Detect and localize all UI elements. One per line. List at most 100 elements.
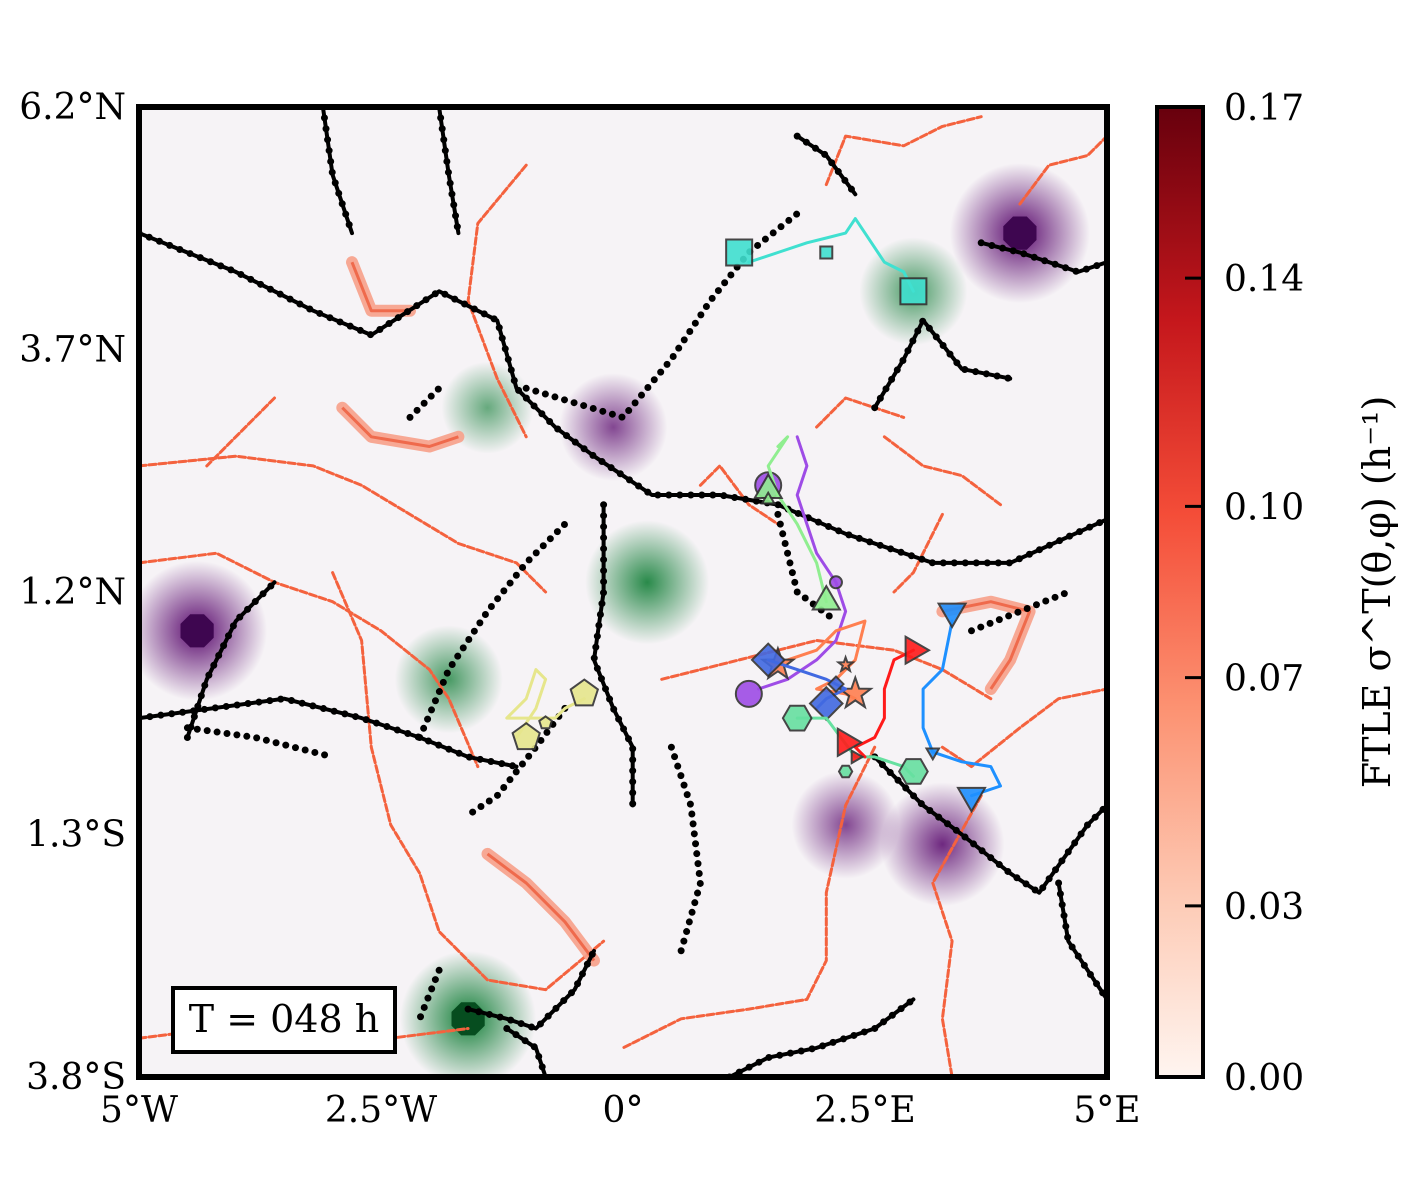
ftle-ridge: [139, 551, 480, 769]
trajectory-end-marker: [811, 584, 842, 611]
ftle-thick-ridge-edge: [486, 852, 596, 962]
ftle-thick-ridge-edge: [942, 600, 1032, 690]
colorbar-tick-label: 0.17: [1224, 88, 1304, 129]
x-tick-label: 5°W: [100, 1090, 178, 1131]
attracting-ridge-dots: [522, 210, 801, 422]
ftle-ridge: [882, 435, 1002, 507]
colorbar: [1155, 105, 1205, 1079]
attracting-ridge-line: [727, 997, 916, 1077]
trajectory-start-marker: [750, 642, 786, 678]
ftle-ridge: [892, 512, 944, 594]
ftle-ridge: [139, 454, 548, 594]
trajectory-start-marker: [936, 602, 968, 630]
trajectory-end-marker: [899, 277, 928, 306]
attracting-ridge-line: [185, 580, 277, 740]
trajectory-layer: [505, 217, 1002, 814]
ftle-ridge: [698, 464, 780, 526]
trajectory-mid-marker: [827, 675, 845, 694]
ftle-ridge: [205, 396, 276, 468]
attracting-ridge-line: [139, 231, 1107, 565]
time-annotation: T = 048 h: [171, 986, 397, 1054]
attracting-ridge-line: [466, 948, 596, 1031]
trajectory-start-marker: [569, 678, 600, 707]
trajectory-path: [505, 668, 586, 739]
colorbar-tick-label: 0.14: [1224, 259, 1304, 300]
attracting-ridge-line: [320, 107, 354, 236]
trajectory-end-marker: [511, 721, 541, 751]
y-tick-label: 3.7°N: [19, 330, 126, 371]
trajectory-end-marker: [836, 727, 864, 758]
ftle-thick-ridge-edge: [350, 261, 410, 313]
attracting-ridge-dots: [416, 966, 443, 1023]
attracting-ridge-line: [872, 318, 1013, 410]
trajectory-end-marker: [808, 685, 844, 722]
ftle-ridge: [621, 745, 877, 1050]
divergence-patch: [585, 520, 710, 645]
x-tick-label: 2.5°E: [814, 1090, 916, 1131]
divergence-patch: [394, 625, 503, 734]
attracting-ridge-dots: [968, 588, 1072, 635]
divergence-patch: [441, 361, 534, 454]
ftle-ridge: [466, 163, 528, 439]
plot-frame: [136, 104, 1110, 1080]
trajectory-mid-marker: [538, 715, 553, 730]
ftle-ridge: [331, 571, 606, 992]
attracting-ridge-line: [437, 107, 461, 236]
colorbar-ticks: 0.17 0.14 0.10 0.07 0.03 0.00: [1185, 88, 1304, 1099]
divergence-patch: [559, 373, 668, 482]
x-axis-ticks: 5°W 2.5°W 0° 2.5°E 5°E: [100, 1090, 1141, 1131]
attracting-ridge-line: [979, 240, 1107, 274]
attracting-ridge-line: [592, 502, 635, 808]
y-axis-ticks: 6.2°N 3.7°N 1.2°N 1.3°S 3.8°S: [19, 87, 126, 1098]
trajectory-mid-marker: [924, 747, 941, 762]
trajectory-path: [747, 217, 915, 293]
black-ridge-layer: [139, 107, 1107, 1077]
trajectory-start-marker: [904, 634, 932, 666]
y-tick-label: 3.8°S: [26, 1057, 126, 1098]
attracting-ridge-dots: [183, 724, 337, 761]
divergence-core: [1003, 216, 1037, 250]
attracting-ridge-line: [1056, 881, 1107, 1002]
ftle-ridge: [940, 687, 1107, 769]
colorbar-tick-label: 0.03: [1224, 887, 1304, 928]
divergence-core: [180, 614, 214, 648]
ftle-ridge: [931, 794, 983, 1077]
trajectory-mid-marker: [837, 764, 854, 779]
y-tick-label: 6.2°N: [19, 87, 126, 128]
plot-content: [139, 107, 1107, 1077]
attracting-ridge-dots: [774, 510, 840, 625]
attracting-ridge-dots: [464, 704, 569, 819]
trajectory-mid-marker: [835, 654, 856, 674]
attracting-ridge-line: [795, 134, 858, 197]
ftle-ridge: [660, 639, 993, 701]
trajectory-start-marker: [781, 704, 813, 732]
attracting-ridge-line: [872, 754, 1107, 895]
y-tick-label: 1.2°N: [19, 572, 126, 613]
attracting-ridge-dots: [406, 384, 443, 421]
colorbar-tick-label: 0.00: [1224, 1058, 1304, 1099]
trajectory-end-marker: [734, 679, 763, 708]
ftle-ridge: [815, 396, 906, 429]
ftle-ridge: [824, 115, 983, 187]
divergence-patch: [791, 770, 900, 879]
x-tick-label: 5°E: [1073, 1090, 1140, 1131]
attracting-ridge-dots: [667, 743, 704, 955]
colorbar-tick-label: 0.07: [1224, 659, 1304, 700]
y-tick-label: 1.3°S: [26, 815, 126, 856]
red-ridge-layer: [139, 115, 1107, 1077]
x-tick-label: 2.5°W: [325, 1090, 437, 1131]
x-tick-label: 0°: [603, 1090, 644, 1131]
trajectory-mid-marker: [760, 490, 777, 505]
colorbar-label: FTLE σ^T(θ,φ) (h⁻¹): [1355, 396, 1399, 789]
ftle-ridge: [1018, 134, 1107, 206]
divergence-patch: [880, 782, 1005, 907]
colorbar-tick-label: 0.10: [1224, 487, 1304, 528]
trajectory-mid-marker: [850, 748, 865, 765]
trajectory-start-marker: [725, 238, 754, 267]
trajectory-mid-marker: [819, 245, 834, 260]
trajectory-mid-marker: [828, 575, 843, 590]
attracting-ridge-dots: [416, 520, 569, 741]
trajectory-end-marker: [956, 786, 987, 814]
ftle-thick-ridge-edge: [341, 406, 459, 448]
